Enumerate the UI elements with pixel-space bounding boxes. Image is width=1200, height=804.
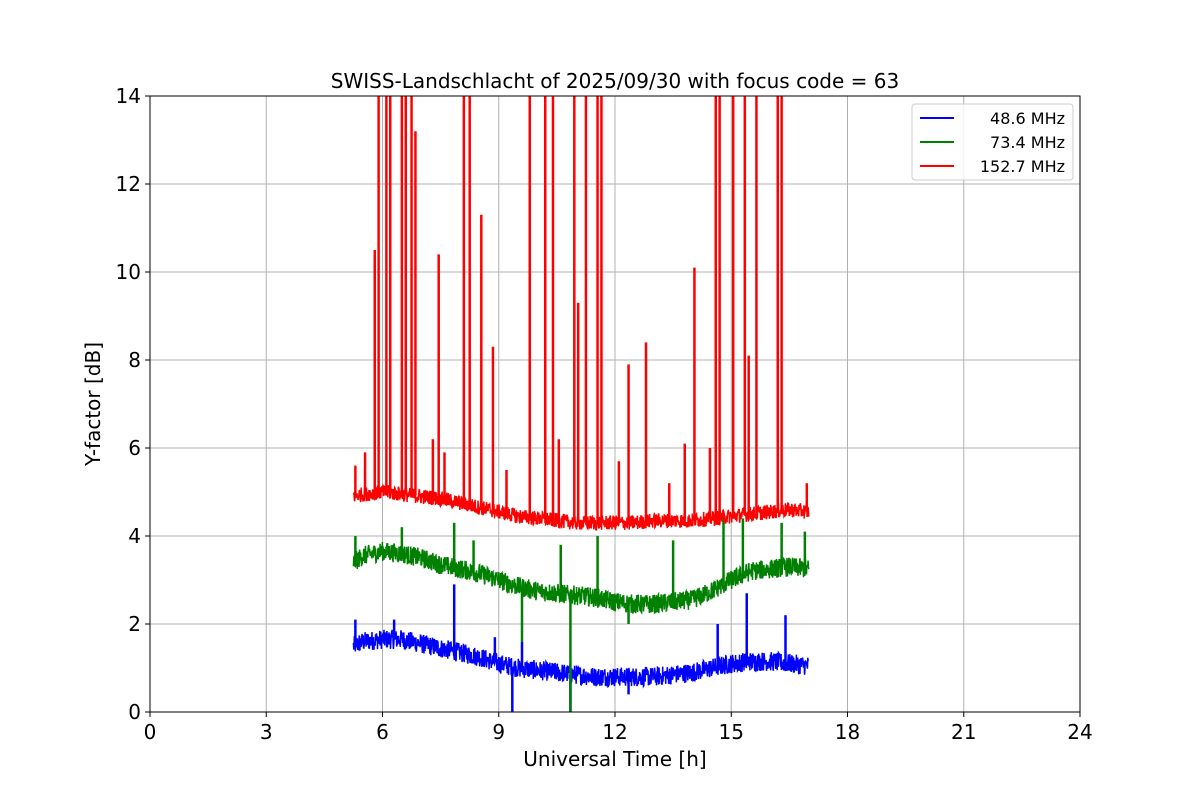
y-tick-label: 2	[128, 612, 141, 636]
legend-label: 152.7 MHz	[980, 157, 1065, 176]
x-tick-label: 21	[951, 720, 976, 744]
y-tick-label: 10	[116, 260, 141, 284]
y-tick-label: 6	[128, 436, 141, 460]
legend: 48.6 MHz 73.4 MHz 152.7 MHz	[911, 103, 1074, 181]
y-tick-label: 0	[128, 700, 141, 724]
legend-label: 48.6 MHz	[990, 109, 1065, 128]
series-line	[352, 629, 809, 689]
y-tick-label: 8	[128, 348, 141, 372]
x-tick-label: 0	[144, 720, 157, 744]
x-tick-label: 24	[1067, 720, 1092, 744]
y-tick-label: 4	[128, 524, 141, 548]
series-layer	[352, 96, 810, 712]
x-axis-label: Universal Time [h]	[523, 747, 706, 771]
legend-label: 73.4 MHz	[990, 133, 1065, 152]
y-axis-label: Y-factor [dB]	[81, 342, 105, 467]
x-tick-label: 12	[602, 720, 627, 744]
x-tick-label: 6	[376, 720, 389, 744]
x-tick-label: 18	[835, 720, 860, 744]
y-tick-label: 14	[116, 84, 141, 108]
x-tick-label: 9	[492, 720, 505, 744]
chart-title: SWISS-Landschlacht of 2025/09/30 with fo…	[331, 69, 899, 93]
x-tick-label: 15	[719, 720, 744, 744]
series-73-4-mhz	[352, 514, 810, 712]
series-152-7-mhz	[352, 96, 810, 531]
y-tick-label: 12	[116, 172, 141, 196]
series-48-6-mhz	[352, 584, 809, 712]
x-tick-label: 3	[260, 720, 273, 744]
legend-box	[911, 103, 1074, 181]
series-line	[352, 541, 810, 615]
